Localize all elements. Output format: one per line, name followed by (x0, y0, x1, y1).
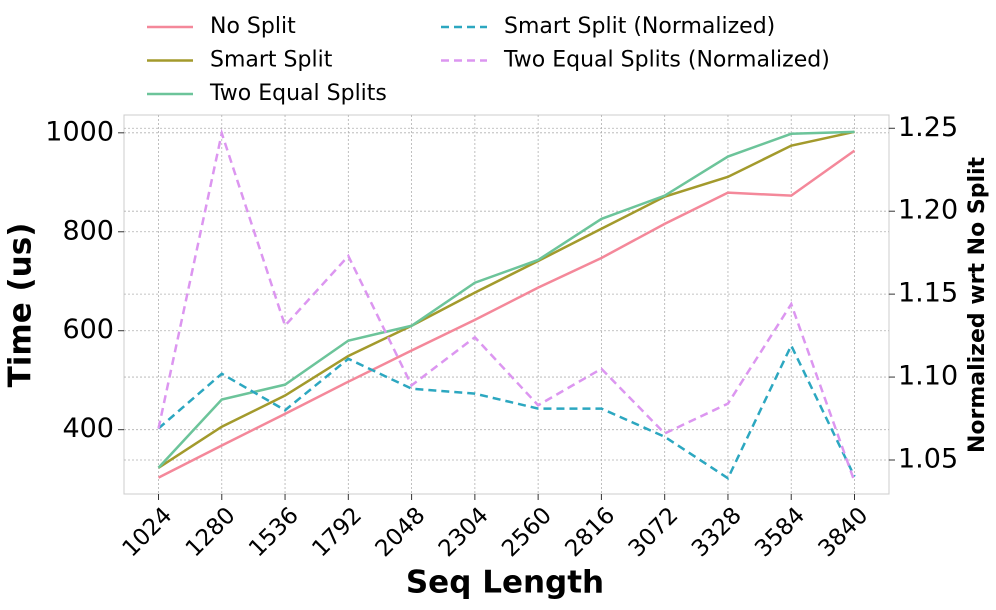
y2-axis-title: Normalized wrt No Split (965, 156, 990, 453)
legend-label: Two Equal Splits (Normalized) (503, 48, 830, 73)
y-axis-title: Time (us) (3, 223, 39, 388)
x-tick-label: 1280 (181, 502, 241, 562)
y-tick-label: 600 (62, 314, 114, 345)
x-tick-label: 3584 (750, 502, 810, 562)
x-tick-label: 1024 (118, 502, 178, 562)
series-line (157, 130, 855, 469)
x-axis-title: Seq Length (406, 565, 604, 601)
x-tick-label: 2560 (497, 502, 557, 562)
x-tick-label: 1536 (244, 502, 304, 562)
legend-label: Smart Split (210, 48, 333, 73)
plot-frame (123, 114, 890, 495)
x-tick-label: 3072 (624, 502, 684, 562)
x-tick-label: 3840 (814, 502, 874, 562)
y2-tick-label: 1.05 (898, 443, 958, 474)
series-line (157, 149, 856, 479)
y2-tick-label: 1.10 (898, 361, 958, 392)
series-line (157, 130, 855, 469)
x-tick-label: 3328 (687, 502, 747, 562)
y2-tick-label: 1.20 (898, 195, 958, 226)
x-tick-label: 1792 (307, 502, 367, 562)
y-tick-label: 1000 (45, 116, 114, 147)
y2-tick-label: 1.25 (898, 112, 958, 143)
x-tick-label: 2048 (371, 502, 431, 562)
series-line (157, 128, 856, 482)
y2-tick-label: 1.15 (898, 278, 958, 309)
series-line (157, 342, 856, 481)
x-tick-label: 2304 (434, 502, 494, 562)
x-tick-label: 2816 (560, 502, 620, 562)
legend-label: Two Equal Splits (209, 81, 387, 106)
legend-label: Smart Split (Normalized) (504, 14, 775, 39)
y-tick-label: 400 (62, 413, 114, 444)
y-tick-label: 800 (62, 215, 114, 246)
legend-label: No Split (210, 14, 296, 39)
